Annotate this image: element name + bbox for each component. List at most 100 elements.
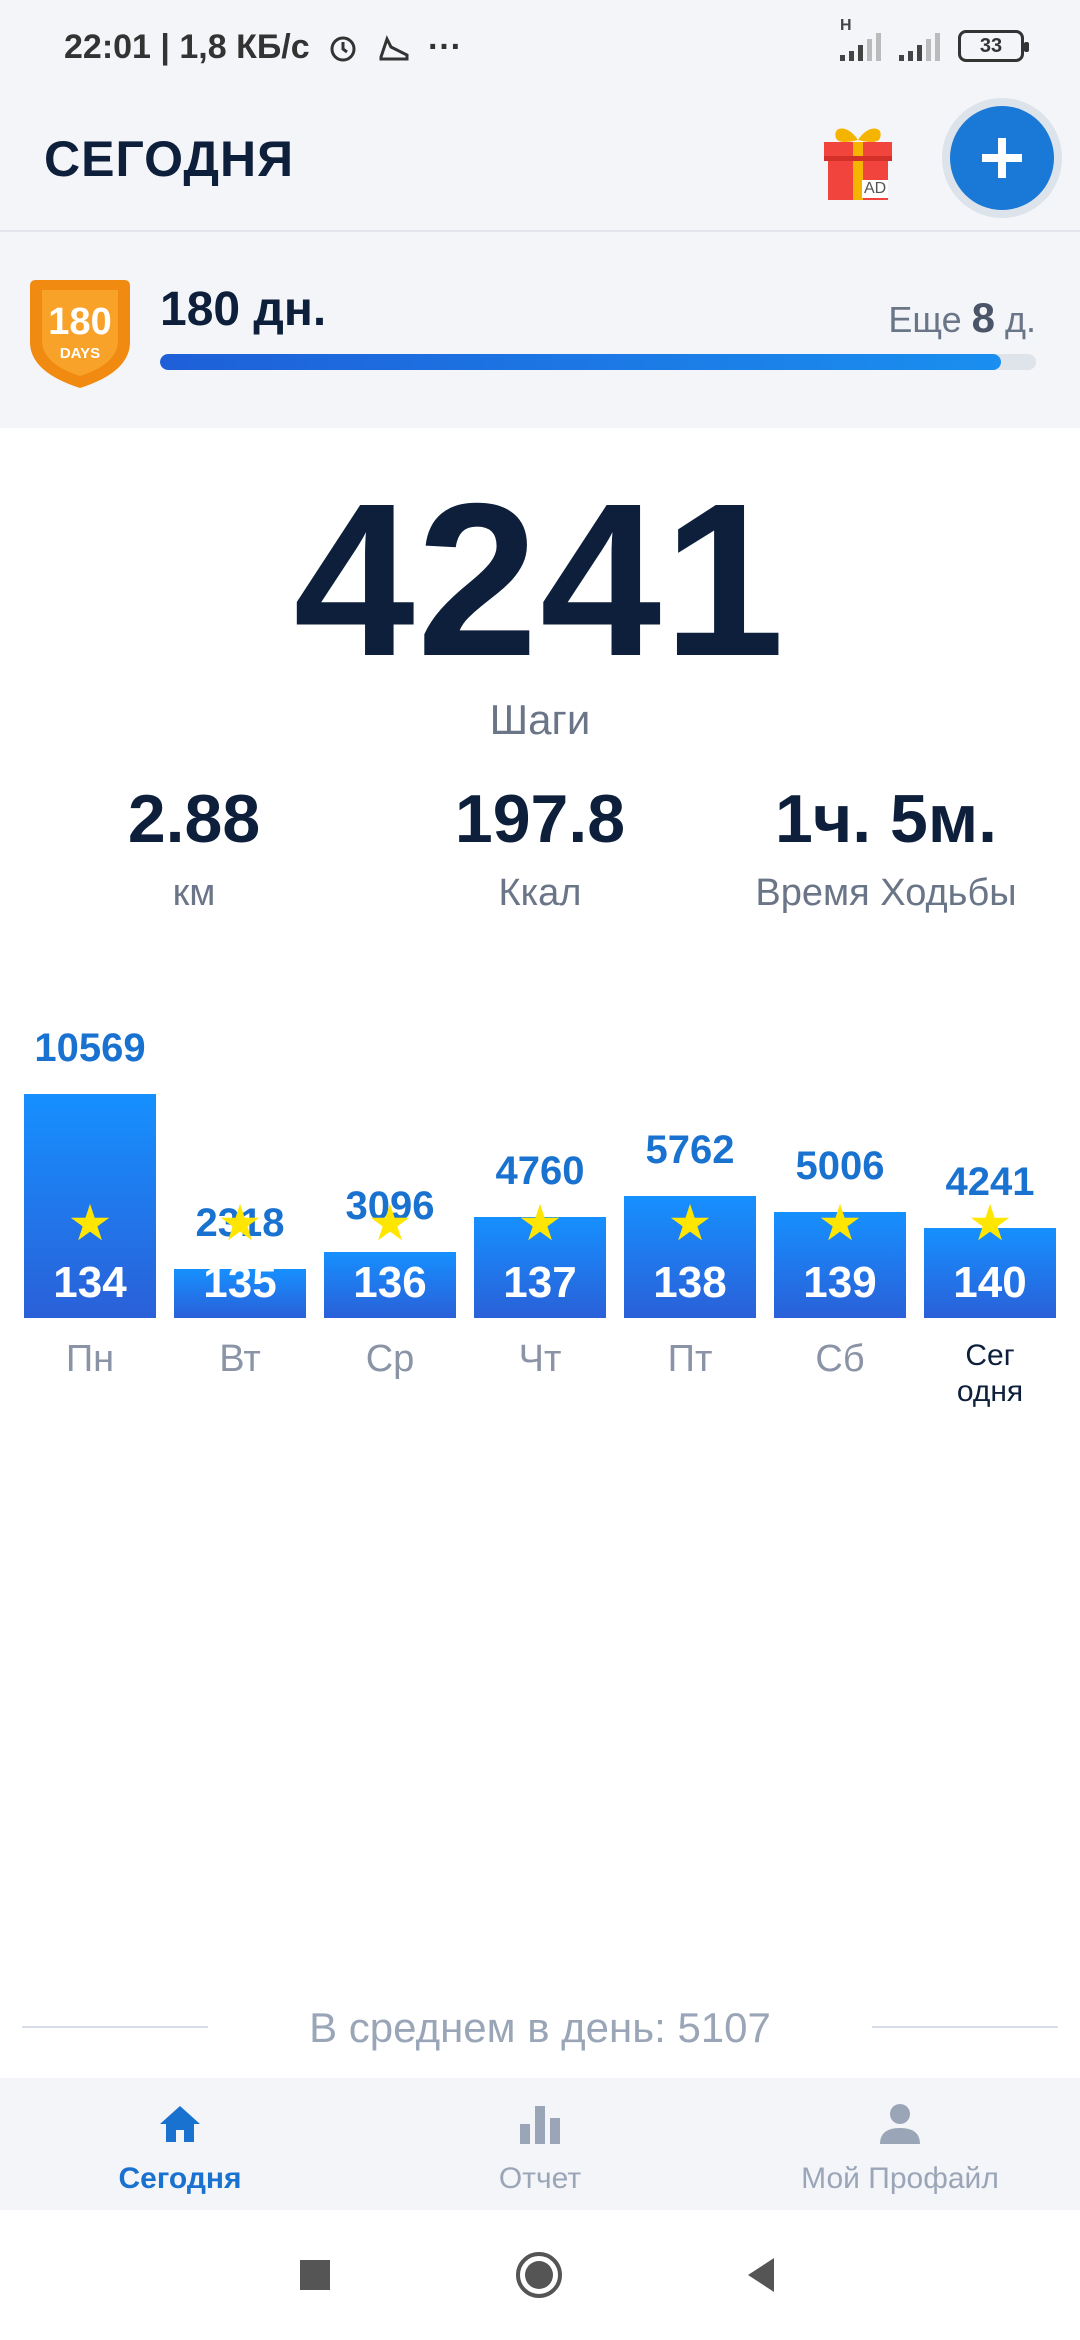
bar-day-number: 138	[653, 1258, 727, 1307]
gift-ad-button[interactable]: AD	[818, 118, 898, 208]
bar-value-label: 2318	[195, 1201, 285, 1245]
home-icon	[160, 2106, 200, 2142]
shoe-icon	[379, 35, 409, 61]
average-row: В среднем в день: 5107	[0, 1996, 1080, 2056]
day-label: Ср	[365, 1338, 415, 1380]
star-icon: ★	[67, 1195, 113, 1251]
chart-bar[interactable]	[324, 1252, 456, 1318]
streak-remaining-value: 8	[971, 294, 995, 341]
nav-profile-label: Мой Профайл	[801, 2162, 999, 2195]
more-dots-icon: ···	[427, 28, 462, 66]
chart-bar-group[interactable]: 4241 ★ 140 Сег одня	[924, 1008, 1056, 1728]
stat-calories-label: Ккал	[498, 872, 582, 914]
star-icon: ★	[367, 1195, 413, 1251]
chart-bar-group[interactable]: 2318 ★ 135 Вт	[174, 1008, 306, 1728]
bar-value-label: 10569	[34, 1026, 146, 1070]
cellular-signal-1-icon: H	[840, 17, 881, 61]
bar-day-number: 134	[53, 1258, 127, 1307]
battery-icon: 33	[958, 30, 1029, 62]
streak-progress-fill	[160, 354, 1001, 370]
bar-day-number: 136	[353, 1258, 427, 1307]
steps-label: Шаги	[489, 696, 591, 743]
page-title: СЕГОДНЯ	[44, 131, 295, 187]
bar-day-number: 139	[803, 1258, 877, 1307]
stat-walk-time: 1ч. 5м. Время Ходьбы	[706, 780, 1066, 915]
day-label: Пт	[667, 1338, 713, 1380]
plus-icon	[982, 138, 1022, 178]
streak-remaining-prefix: Еще	[888, 299, 962, 340]
alarm-clock-icon	[330, 36, 356, 62]
chart-bar-group[interactable]: 4760 ★ 137 Чт	[474, 1008, 606, 1728]
gift-ad-label: AD	[862, 180, 889, 198]
chart-bar[interactable]	[624, 1196, 756, 1318]
bar-value-label: 4241	[945, 1160, 1035, 1204]
nav-today-label: Сегодня	[118, 2162, 242, 2195]
status-time: 22:01 | 1,8 КБ/с ···	[64, 28, 462, 67]
bar-chart-icon	[520, 2106, 560, 2144]
person-icon	[880, 2104, 920, 2144]
nav-report[interactable]: Отчет	[360, 2078, 720, 2210]
average-text: В среднем в день: 5107	[309, 2004, 771, 2051]
streak-remaining-suffix: д.	[1004, 299, 1036, 340]
nav-profile[interactable]: Мой Профайл	[720, 2078, 1080, 2210]
stat-distance-label: км	[172, 872, 216, 914]
system-nav-bar	[0, 2210, 1080, 2340]
day-label: Пн	[65, 1338, 115, 1380]
bar-value-label: 4760	[495, 1149, 585, 1193]
nav-today[interactable]: Сегодня	[0, 2078, 360, 2210]
stat-calories: 197.8 Ккал	[360, 780, 720, 915]
chart-bar[interactable]	[774, 1212, 906, 1318]
recent-apps-icon[interactable]	[290, 2250, 340, 2300]
stat-distance: 2.88 км	[14, 780, 374, 915]
stat-calories-value: 197.8	[454, 781, 626, 857]
chart-bar[interactable]	[474, 1217, 606, 1318]
streak-panel[interactable]: 180 DAYS 180 дн. Еще 8 д.	[0, 234, 1080, 428]
status-right: H 33	[840, 17, 1029, 62]
star-icon: ★	[817, 1195, 863, 1251]
steps-count: 4241	[293, 459, 787, 702]
stat-walk-time-label: Время Ходьбы	[755, 872, 1017, 914]
network-type: H	[840, 17, 852, 34]
chart-bar-group[interactable]: 5006 ★ 139 Сб	[774, 1008, 906, 1728]
chart-bar-group[interactable]: 10569 ★ 134 Пн	[24, 1008, 156, 1728]
chart-bar-group[interactable]: 3096 ★ 136 Ср	[324, 1008, 456, 1728]
bar-value-label: 3096	[345, 1184, 435, 1228]
badge-text: DAYS	[60, 345, 100, 362]
chart-bar[interactable]	[924, 1228, 1056, 1318]
star-icon: ★	[517, 1195, 563, 1251]
stat-walk-time-value: 1ч. 5м.	[774, 781, 998, 857]
weekly-steps-chart: 10569 ★ 134 Пн 2318 ★ 135 Вт 3096 ★ 136 Ср 4760 ★ 137 Ч…	[0, 1008, 1080, 1728]
status-bar: 22:01 | 1,8 КБ/с ··· H 33	[0, 0, 1080, 96]
main-content: 4241 Шаги 2.88 км 197.8 Ккал 1ч. 5м. Вре…	[0, 428, 1080, 2078]
streak-remaining: Еще 8 д.	[888, 294, 1036, 342]
nav-report-label: Отчет	[498, 2162, 582, 2195]
back-icon[interactable]	[738, 2250, 788, 2300]
average-divider-right	[872, 2026, 1058, 2028]
bar-day-number: 137	[503, 1258, 577, 1307]
battery-level: 33	[979, 34, 1003, 57]
app-header: СЕГОДНЯ AD	[0, 96, 1080, 232]
day-label: Сег одня	[956, 1339, 1024, 1408]
bar-value-label: 5762	[645, 1128, 735, 1172]
day-label: Чт	[518, 1338, 562, 1380]
chart-bar[interactable]	[174, 1269, 306, 1318]
star-icon: ★	[217, 1195, 263, 1251]
average-divider-left	[22, 2026, 208, 2028]
bar-day-number: 135	[203, 1258, 277, 1307]
day-label: Вт	[219, 1338, 261, 1380]
chart-bar-group[interactable]: 5762 ★ 138 Пт	[624, 1008, 756, 1728]
bar-value-label: 5006	[795, 1144, 885, 1188]
star-icon: ★	[667, 1195, 713, 1251]
add-button[interactable]	[950, 106, 1054, 210]
star-icon: ★	[967, 1195, 1013, 1251]
status-time-text: 22:01 | 1,8 КБ/с	[64, 28, 310, 66]
bar-day-number: 140	[953, 1258, 1027, 1307]
streak-days: 180 дн.	[160, 283, 327, 336]
cellular-signal-2-icon	[899, 31, 940, 61]
badge-number: 180	[48, 301, 111, 343]
stat-distance-value: 2.88	[127, 781, 261, 857]
chart-bar[interactable]	[24, 1094, 156, 1318]
day-label: Сб	[815, 1338, 865, 1380]
streak-progress-bar	[160, 354, 1036, 370]
home-button-icon[interactable]	[514, 2250, 564, 2300]
